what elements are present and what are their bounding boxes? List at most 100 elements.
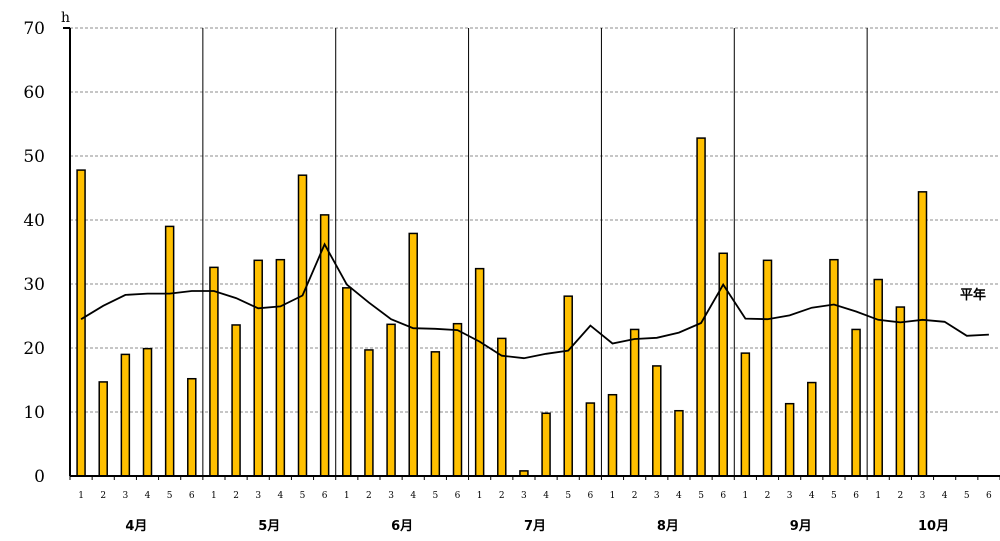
y-tick-label: 40 <box>23 211 45 231</box>
x-tick-label: 4 <box>145 491 151 501</box>
bar <box>231 324 241 477</box>
bar-layer <box>76 137 928 477</box>
x-tick-label: 3 <box>920 491 926 501</box>
x-tick-label: 3 <box>255 491 261 501</box>
x-tick-label: 3 <box>122 491 128 501</box>
bar <box>674 409 684 477</box>
month-label: 9月 <box>790 519 812 534</box>
bar <box>917 191 928 477</box>
bar <box>829 258 839 477</box>
x-tick-label: 1 <box>477 491 483 501</box>
bar <box>563 295 573 477</box>
label-layer: h 平年 0 10 20 30 40 50 60 70 1 2 3 4 5 6 1 2 3 4 5 6 1 2 3 4 5 6 1 2… <box>23 10 992 534</box>
bar <box>895 306 906 477</box>
x-tick-label: 3 <box>521 491 527 501</box>
bar <box>607 393 618 477</box>
bar <box>585 402 596 477</box>
month-label: 6月 <box>391 519 413 534</box>
month-label: 10月 <box>918 519 949 534</box>
x-tick-label: 5 <box>432 491 438 501</box>
month-label: 8月 <box>657 519 679 534</box>
x-tick-label: 1 <box>344 491 350 501</box>
x-tick-label: 3 <box>388 491 394 501</box>
bar <box>342 287 352 477</box>
x-tick-label: 1 <box>742 491 748 501</box>
x-tick-label: 2 <box>765 491 771 501</box>
bar <box>718 252 728 477</box>
x-tick-label: 2 <box>499 491 505 501</box>
x-tick-label: 2 <box>233 491 239 501</box>
x-tick-label: 1 <box>875 491 881 501</box>
y-unit-label: h <box>61 10 70 26</box>
bar <box>187 377 197 477</box>
x-tick-label: 6 <box>322 491 328 501</box>
x-tick-label: 6 <box>853 491 859 501</box>
x-tick-label: 1 <box>211 491 217 501</box>
month-label: 5月 <box>258 519 280 534</box>
x-tick-label: 2 <box>897 491 903 501</box>
x-tick-label: 6 <box>720 491 726 501</box>
x-tick-label: 4 <box>942 491 948 501</box>
y-tick-label: 60 <box>23 83 45 103</box>
x-tick-label: 2 <box>100 491 106 501</box>
bar <box>740 352 751 477</box>
y-tick-label: 10 <box>23 403 45 423</box>
x-tick-label: 5 <box>698 491 704 501</box>
bar <box>275 258 286 477</box>
bar <box>652 365 662 477</box>
bar <box>76 169 86 477</box>
x-tick-label: 6 <box>986 491 992 501</box>
bar <box>164 225 175 477</box>
bar <box>629 328 640 477</box>
bar <box>784 402 795 477</box>
bar <box>541 412 551 477</box>
x-tick-label: 2 <box>366 491 372 501</box>
bar <box>142 347 153 477</box>
y-tick-label: 30 <box>23 275 45 295</box>
bar <box>364 349 374 477</box>
x-tick-label: 5 <box>831 491 837 501</box>
month-label: 7月 <box>524 519 546 534</box>
bar <box>497 337 507 477</box>
y-tick-label: 20 <box>23 339 45 359</box>
bar <box>120 353 131 477</box>
y-tick-label: 0 <box>34 467 45 487</box>
x-tick-label: 4 <box>676 491 682 501</box>
bar <box>209 266 219 477</box>
y-tick-label: 70 <box>23 19 45 39</box>
bar <box>408 232 418 477</box>
grid-layer <box>70 27 1000 476</box>
x-tick-label: 3 <box>787 491 793 501</box>
x-tick-label: 6 <box>189 491 195 501</box>
x-tick-label: 5 <box>964 491 970 501</box>
x-tick-label: 4 <box>543 491 549 501</box>
bar <box>253 259 263 477</box>
axis-layer <box>63 27 1000 480</box>
x-tick-label: 4 <box>277 491 283 501</box>
bar <box>452 322 463 477</box>
x-tick-label: 5 <box>565 491 571 501</box>
x-tick-label: 4 <box>809 491 815 501</box>
month-label: 4月 <box>125 519 147 534</box>
bar <box>696 137 706 477</box>
bar <box>319 214 330 477</box>
bar <box>474 267 485 477</box>
x-tick-label: 5 <box>167 491 173 501</box>
bar <box>98 381 108 477</box>
x-tick-label: 1 <box>78 491 84 501</box>
bar <box>386 323 396 477</box>
bar <box>297 174 308 477</box>
x-tick-label: 6 <box>455 491 461 501</box>
line-layer <box>80 242 989 360</box>
bar <box>762 259 773 477</box>
bar <box>851 328 861 477</box>
x-tick-label: 3 <box>654 491 660 501</box>
y-tick-label: 50 <box>23 147 45 167</box>
bar <box>430 351 441 477</box>
x-tick-label: 1 <box>610 491 616 501</box>
series-line-heinen <box>80 242 989 360</box>
bar <box>873 278 883 477</box>
x-tick-label: 4 <box>410 491 416 501</box>
series-label-heinen: 平年 <box>960 287 986 303</box>
